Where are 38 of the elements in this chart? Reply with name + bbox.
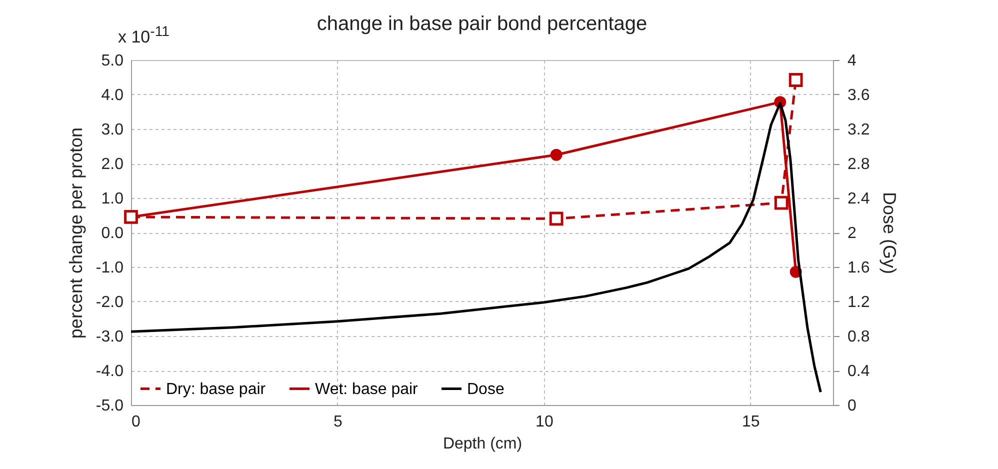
y-tick-label: 1.0: [101, 190, 124, 208]
y2-tick-label: 3.2: [848, 122, 870, 138]
y-tick-label: -5.0: [96, 398, 124, 414]
y-tick-label: -1.0: [96, 260, 124, 276]
y2-tick-label: 1.2: [848, 294, 870, 311]
legend-label: Dry: base pair: [166, 380, 266, 398]
text: x 10$^{-11}$: [118, 24, 170, 48]
y-tick-label: 2.0: [101, 156, 124, 173]
point: [788, 73, 803, 87]
y2-tick-label: 0.8: [848, 328, 870, 346]
y2-tick-label: 0.4: [848, 363, 870, 380]
chart-title: change in base pair bond percentage: [316, 13, 648, 35]
y-tick-label: -2.0: [96, 294, 124, 311]
x-tick-label: 10: [536, 414, 554, 430]
legend-label: Wet: base pair: [315, 380, 419, 398]
legend-label: Dose: [467, 380, 504, 398]
y2-tick-label: 4: [848, 52, 856, 70]
y2-tick-label: 3.6: [848, 87, 870, 104]
x-tick-label: 0: [132, 414, 140, 430]
y2-tick-label: 0: [848, 398, 856, 414]
y-tick-label: 3.0: [101, 122, 124, 138]
y-tick-label: -4.0: [96, 363, 124, 380]
y-tick-label: -3.0: [96, 328, 124, 346]
y-tick-label: 4.0: [101, 87, 124, 104]
x-axis-title: Depth (cm): [442, 436, 522, 452]
y-axis-title: percent change per proton: [66, 127, 86, 339]
point: [550, 148, 562, 161]
y2-axis-title: Dose (Gy): [880, 192, 900, 274]
point: [549, 212, 564, 226]
y-tick-label: 5.0: [101, 52, 124, 70]
x-tick-label: 15: [742, 414, 760, 430]
x-tick-label: 5: [334, 414, 343, 430]
y2-tick-label: 1.6: [848, 260, 870, 276]
y2-tick-label: 2.4: [848, 190, 870, 208]
y2-tick-label: 2.8: [848, 156, 870, 173]
point: [774, 196, 788, 210]
y2-tick-label: 2: [848, 225, 856, 242]
y-tick-label: 0.0: [101, 225, 124, 242]
